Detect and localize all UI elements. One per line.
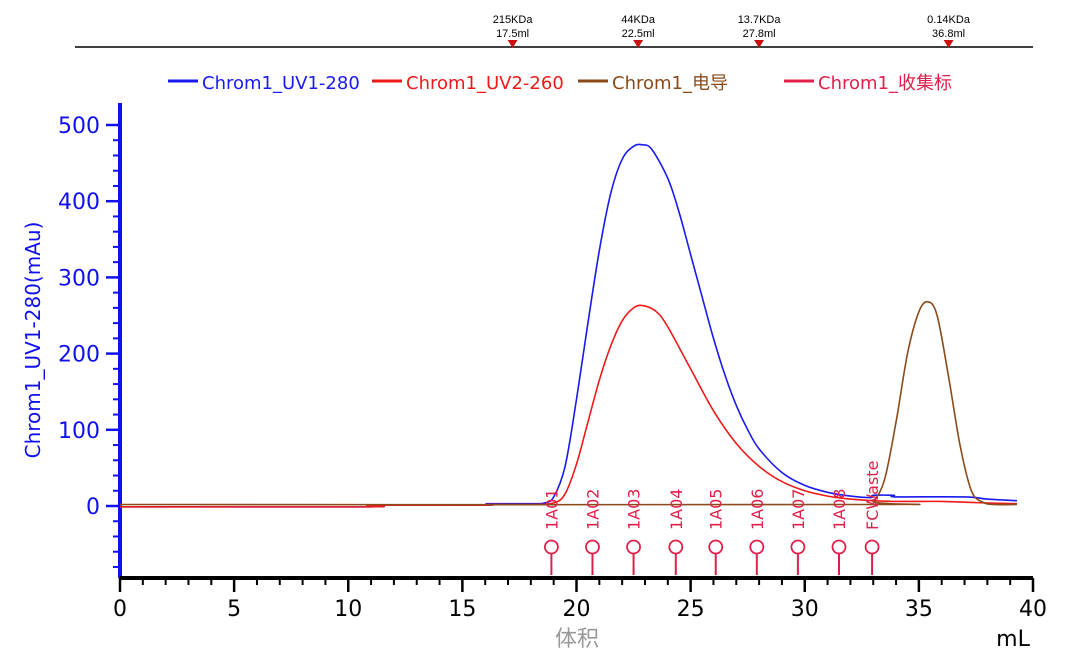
fraction-label: 1A03 bbox=[625, 489, 644, 530]
y-axis-label: Chrom1_UV1-280(mAu) bbox=[21, 222, 45, 459]
top-marker-volume: 17.5ml bbox=[496, 28, 529, 40]
series-line-chrom1-uv2-260 bbox=[119, 304, 1018, 508]
fraction-label: 1A05 bbox=[707, 489, 726, 530]
fraction-label: 1A01 bbox=[542, 489, 561, 530]
fraction-circle bbox=[708, 539, 724, 555]
series-line-chrom1- bbox=[119, 300, 1018, 506]
fraction-circle bbox=[543, 539, 559, 555]
x-tick-label: 35 bbox=[905, 597, 933, 622]
x-tick-label: 10 bbox=[334, 597, 362, 622]
x-tick-label: 25 bbox=[677, 597, 705, 622]
series-group bbox=[119, 143, 1018, 508]
x-axis-label: 体积 bbox=[555, 627, 599, 652]
top-marker-triangle bbox=[943, 40, 954, 48]
y-tick-label: 500 bbox=[58, 114, 100, 139]
top-marker-triangle bbox=[633, 40, 644, 48]
fraction-label: 1A02 bbox=[583, 489, 602, 530]
series-line-chrom1-uv1-280 bbox=[119, 143, 1018, 508]
top-marker-label: 215KDa bbox=[493, 14, 534, 26]
top-marker-label: 0.14KDa bbox=[927, 14, 971, 26]
x-tick-label: 0 bbox=[113, 597, 127, 622]
y-ticks: 0 100 200 300 400 500 bbox=[58, 114, 120, 568]
fraction-circle bbox=[668, 539, 684, 555]
top-markers: 215KDa 17.5ml 44KDa 22.5ml 13.7KDa 27.8ml 0.14… bbox=[493, 14, 971, 48]
y-tick-label: 100 bbox=[58, 419, 100, 444]
fraction-circle bbox=[790, 539, 806, 555]
legend-label: Chrom1_UV1-280 bbox=[202, 73, 360, 94]
x-tick-label: 15 bbox=[448, 597, 476, 622]
fraction-label: 1A04 bbox=[667, 489, 686, 530]
top-marker-label: 13.7KDa bbox=[738, 14, 782, 26]
fraction-circle bbox=[831, 539, 847, 555]
y-tick-label: 400 bbox=[58, 190, 100, 215]
fraction-label: 1A08 bbox=[830, 489, 849, 530]
x-tick-label: 5 bbox=[227, 597, 241, 622]
legend-label: Chrom1_收集标 bbox=[818, 73, 952, 94]
top-marker-volume: 36.8ml bbox=[932, 28, 965, 40]
x-ticks: 0 5 10 15 20 25 30 35 40 bbox=[113, 578, 1047, 622]
fraction-circle bbox=[626, 539, 641, 555]
fraction-circle bbox=[585, 539, 600, 555]
fraction-label: 1A06 bbox=[748, 489, 767, 530]
fraction-markers: 1A01 1A02 1A03 1A04 1A05 1A06 1A07 1A08 FCWaste bbox=[542, 461, 882, 575]
y-tick-label: 200 bbox=[58, 343, 100, 368]
legend-label: Chrom1_电导 bbox=[612, 73, 728, 94]
y-tick-label: 300 bbox=[58, 266, 100, 291]
fraction-label: 1A07 bbox=[789, 489, 808, 530]
x-tick-label: 20 bbox=[563, 597, 591, 622]
legend: Chrom1_UV1-280 Chrom1_UV2-260 Chrom1_电导 Chr… bbox=[168, 73, 952, 94]
top-marker-label: 44KDa bbox=[621, 14, 656, 26]
fraction-circle bbox=[749, 539, 765, 555]
y-tick-label: 0 bbox=[86, 495, 100, 520]
top-marker-triangle bbox=[507, 40, 518, 48]
top-marker-triangle bbox=[754, 40, 765, 48]
x-tick-label: 40 bbox=[1019, 597, 1047, 622]
fraction-label: FCWaste bbox=[863, 461, 882, 530]
x-tick-label: 30 bbox=[791, 597, 819, 622]
legend-label: Chrom1_UV2-260 bbox=[406, 73, 564, 94]
x-axis-unit: mL bbox=[996, 627, 1030, 652]
top-marker-volume: 27.8ml bbox=[743, 28, 776, 40]
fraction-circle bbox=[864, 539, 880, 555]
top-marker-volume: 22.5ml bbox=[622, 28, 655, 40]
